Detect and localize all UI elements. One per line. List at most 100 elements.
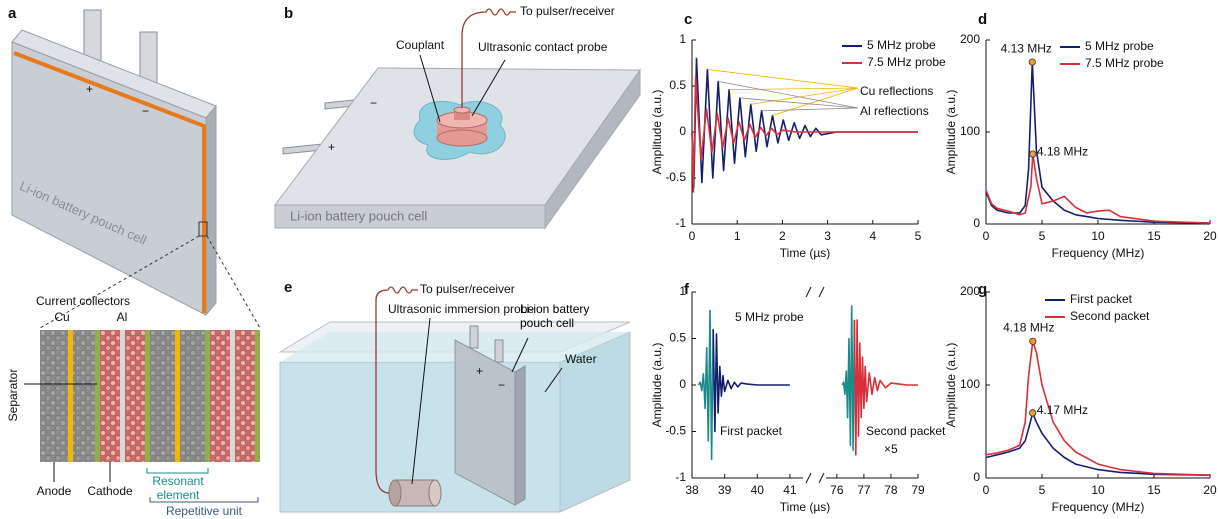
panel-label: d bbox=[978, 11, 987, 28]
tab-sign: + bbox=[476, 364, 483, 378]
y-tick-label: -0.5 bbox=[665, 424, 686, 438]
series-line bbox=[691, 76, 918, 193]
legend-label: 5 MHz probe bbox=[1085, 39, 1154, 53]
annotation-pointer bbox=[750, 87, 859, 105]
x-tick-label: 20 bbox=[1203, 483, 1217, 497]
legend-label: 7.5 MHz probe bbox=[1085, 56, 1164, 70]
x-tick-label: 0 bbox=[983, 483, 990, 497]
x-tick-label: 76 bbox=[830, 483, 844, 497]
layer-label: Separator bbox=[6, 369, 20, 422]
x-axis-label: Time (µs) bbox=[780, 500, 830, 514]
annotation-pointer bbox=[761, 107, 859, 112]
y-tick-label: 0 bbox=[679, 124, 686, 138]
x-tick-label: 0 bbox=[689, 229, 696, 243]
legend-label: First packet bbox=[1070, 292, 1133, 306]
legend-label: Second packet bbox=[1070, 309, 1150, 323]
y-tick-label: -1 bbox=[675, 216, 686, 230]
layer-label: Anode bbox=[37, 484, 72, 498]
annotation: Cu reflections bbox=[860, 84, 933, 98]
diagram-label: Ultrasonic immersion probe bbox=[388, 302, 534, 316]
immersion-setup bbox=[278, 286, 631, 513]
annotation: ×5 bbox=[884, 442, 898, 456]
x-tick-label: 4 bbox=[869, 229, 876, 243]
y-tick-label: -1 bbox=[675, 470, 686, 484]
x-axis-label: Frequency (MHz) bbox=[1052, 246, 1145, 260]
peak-marker bbox=[1029, 150, 1037, 158]
x-tick-label: 78 bbox=[884, 483, 898, 497]
x-tick-label: 40 bbox=[751, 483, 765, 497]
series-line bbox=[985, 412, 1211, 476]
panel-label: a bbox=[8, 5, 17, 22]
x-tick-label: 15 bbox=[1147, 483, 1161, 497]
diagram-label: To pulser/receiver bbox=[420, 282, 515, 296]
y-axis-label: Amplitude (a.u.) bbox=[650, 90, 664, 175]
peak-label: 4.17 MHz bbox=[1037, 403, 1088, 417]
series-line bbox=[691, 57, 918, 188]
tab-sign: + bbox=[86, 82, 93, 96]
axis-break bbox=[818, 472, 825, 484]
annotation-pointer bbox=[772, 87, 859, 116]
x-tick-label: 3 bbox=[824, 229, 831, 243]
x-tick-label: 10 bbox=[1091, 229, 1105, 243]
cell-label: Li-ion battery pouch cell bbox=[290, 208, 427, 223]
annotation: Al reflections bbox=[860, 104, 929, 118]
axis-break bbox=[818, 286, 825, 298]
contact-setup bbox=[273, 8, 641, 230]
y-axis-label: Amplitude (a.u.) bbox=[650, 343, 664, 428]
peak-marker bbox=[1029, 409, 1037, 417]
panel-label: e bbox=[284, 279, 292, 296]
layer-stack bbox=[24, 330, 260, 503]
series-line bbox=[841, 305, 856, 451]
diagram-label: Couplant bbox=[396, 38, 445, 52]
x-tick-label: 20 bbox=[1203, 229, 1217, 243]
legend-label: 5 MHz probe bbox=[867, 38, 936, 52]
diagram-label: Water bbox=[565, 352, 597, 366]
x-tick-label: 5 bbox=[915, 229, 922, 243]
y-tick-label: 1 bbox=[679, 284, 686, 298]
tab-sign: − bbox=[498, 378, 505, 392]
y-tick-label: 0.5 bbox=[669, 78, 686, 92]
layer-label: Repetitive unit bbox=[166, 504, 243, 518]
x-tick-label: 39 bbox=[718, 483, 732, 497]
legend-label: 7.5 MHz probe bbox=[867, 55, 946, 69]
x-axis-label: Time (µs) bbox=[780, 246, 830, 260]
x-tick-label: 38 bbox=[685, 483, 699, 497]
y-tick-label: 200 bbox=[960, 284, 980, 298]
x-tick-label: 0 bbox=[983, 229, 990, 243]
x-tick-label: 10 bbox=[1091, 483, 1105, 497]
y-tick-label: 0 bbox=[973, 470, 980, 484]
series-line bbox=[697, 309, 714, 461]
peak-marker bbox=[1028, 58, 1036, 66]
x-tick-label: 15 bbox=[1147, 229, 1161, 243]
x-tick-label: 41 bbox=[783, 483, 797, 497]
x-tick-label: 5 bbox=[1039, 229, 1046, 243]
tab-sign: − bbox=[370, 96, 377, 110]
x-tick-label: 5 bbox=[1039, 483, 1046, 497]
y-tick-label: 0 bbox=[973, 216, 980, 230]
peak-label: 4.13 MHz bbox=[1001, 41, 1052, 55]
series-line bbox=[985, 61, 1211, 224]
diagram-label: Li-ion battery pouch cell bbox=[520, 302, 590, 330]
series-line bbox=[712, 329, 790, 433]
panel-label: f bbox=[684, 281, 690, 298]
layer-label: Current collectors bbox=[36, 294, 130, 308]
peak-label: 4.18 MHz bbox=[1037, 144, 1088, 158]
series-line bbox=[985, 153, 1211, 224]
annotation-pointer bbox=[739, 97, 859, 109]
annotation-pointer bbox=[729, 87, 859, 91]
y-tick-label: 0 bbox=[679, 377, 686, 391]
layer-label: Cathode bbox=[87, 484, 133, 498]
y-tick-label: 0.5 bbox=[669, 331, 686, 345]
series-line bbox=[853, 319, 918, 456]
y-tick-label: 100 bbox=[960, 377, 980, 391]
x-tick-label: 1 bbox=[734, 229, 741, 243]
x-tick-label: 77 bbox=[857, 483, 871, 497]
annotation: 5 MHz probe bbox=[735, 310, 804, 324]
panel-label: g bbox=[978, 281, 987, 298]
y-axis-label: Amplitude (a.u.) bbox=[944, 343, 958, 428]
peak-marker bbox=[1029, 337, 1037, 345]
layer-label: Cu bbox=[54, 310, 69, 324]
annotation: First packet bbox=[720, 424, 783, 438]
